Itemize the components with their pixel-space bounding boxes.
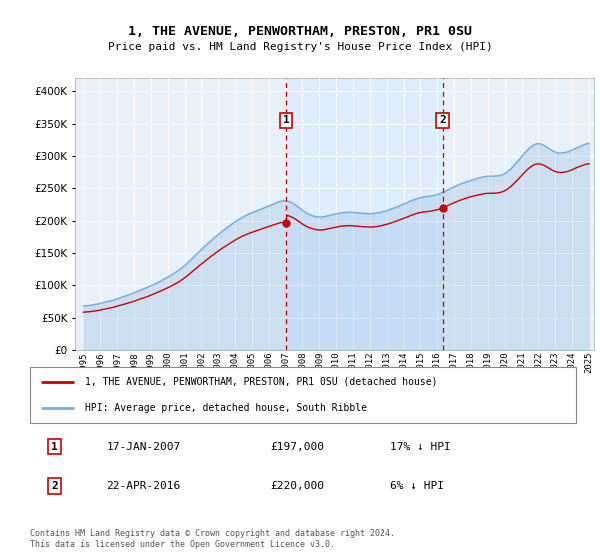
Text: 2: 2 [439, 115, 446, 125]
Text: 1: 1 [51, 442, 58, 451]
Bar [286, 78, 443, 350]
Text: 17% ↓ HPI: 17% ↓ HPI [391, 442, 451, 451]
Text: HPI: Average price, detached house, South Ribble: HPI: Average price, detached house, Sout… [85, 403, 367, 413]
Text: Price paid vs. HM Land Registry's House Price Index (HPI): Price paid vs. HM Land Registry's House … [107, 42, 493, 52]
Text: 1, THE AVENUE, PENWORTHAM, PRESTON, PR1 0SU (detached house): 1, THE AVENUE, PENWORTHAM, PRESTON, PR1 … [85, 377, 437, 387]
Text: Contains HM Land Registry data © Crown copyright and database right 2024.
This d: Contains HM Land Registry data © Crown c… [30, 529, 395, 549]
Text: £220,000: £220,000 [270, 481, 324, 491]
Text: 6% ↓ HPI: 6% ↓ HPI [391, 481, 445, 491]
Text: £197,000: £197,000 [270, 442, 324, 451]
Text: 1: 1 [283, 115, 290, 125]
Text: 2: 2 [51, 481, 58, 491]
Text: 1, THE AVENUE, PENWORTHAM, PRESTON, PR1 0SU: 1, THE AVENUE, PENWORTHAM, PRESTON, PR1 … [128, 25, 472, 38]
Text: 17-JAN-2007: 17-JAN-2007 [106, 442, 181, 451]
Text: 22-APR-2016: 22-APR-2016 [106, 481, 181, 491]
FancyBboxPatch shape [30, 367, 576, 423]
